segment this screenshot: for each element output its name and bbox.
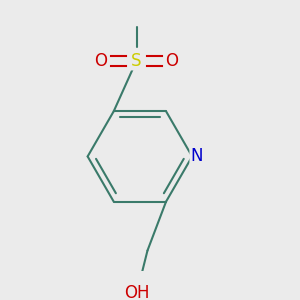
Text: O: O	[94, 52, 108, 70]
Text: O: O	[165, 52, 178, 70]
Text: N: N	[190, 148, 203, 166]
Text: OH: OH	[124, 284, 150, 300]
Text: S: S	[131, 52, 142, 70]
